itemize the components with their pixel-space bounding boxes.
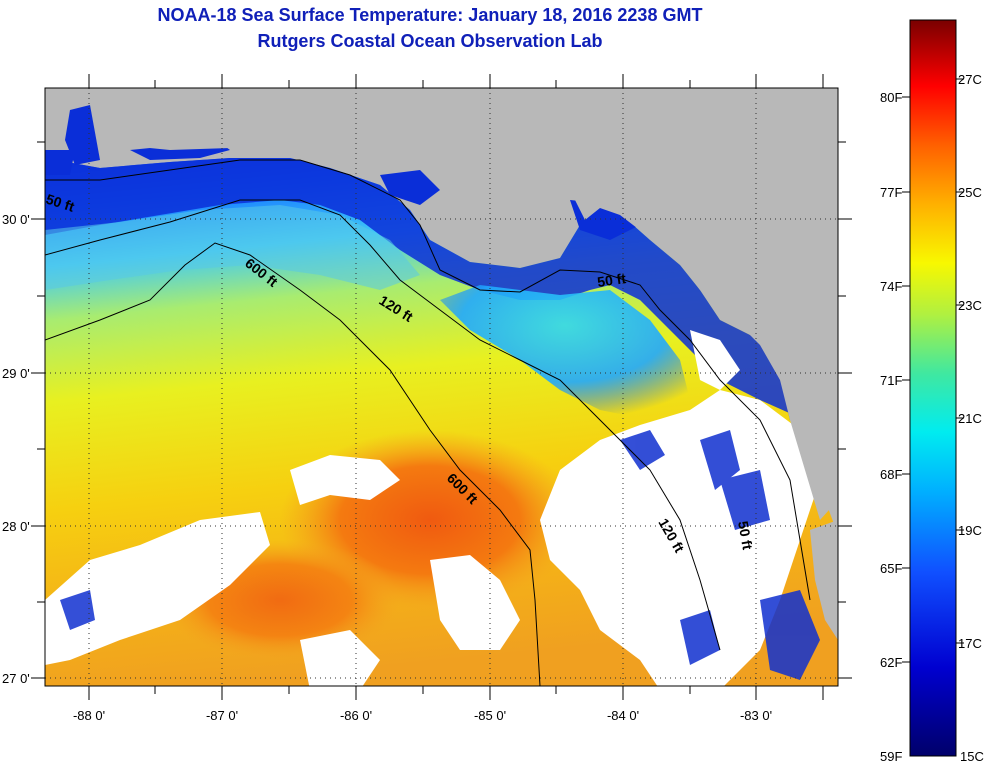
colorbar-f-label: 62F xyxy=(880,655,902,670)
lon-label: -84 0' xyxy=(607,708,639,723)
west-mid-band xyxy=(45,205,420,290)
colorbar-c-label: 25C xyxy=(958,185,982,200)
cloud-cover xyxy=(45,330,820,686)
colorbar-ticks xyxy=(902,78,964,663)
map-frame xyxy=(44,87,839,687)
lon-label: -85 0' xyxy=(474,708,506,723)
lat-label: 28 0' xyxy=(2,519,30,534)
contour-50ft xyxy=(45,159,811,601)
depth-contours xyxy=(45,159,811,686)
contour-600ft xyxy=(45,242,541,686)
map-title: NOAA-18 Sea Surface Temperature: January… xyxy=(157,5,703,25)
colorbar-f-label: 74F xyxy=(880,279,902,294)
contour-label-50ft-south: 50 ft xyxy=(735,520,756,551)
contour-label-50ft-east: 50 ft xyxy=(596,270,627,290)
south-cape xyxy=(810,520,838,640)
axis-ticks xyxy=(31,74,852,700)
lat-label: 30 0' xyxy=(2,212,30,227)
lon-label: -86 0' xyxy=(340,708,372,723)
colorbar-c-label: 19C xyxy=(958,523,982,538)
lon-label: -87 0' xyxy=(206,708,238,723)
sst-image xyxy=(45,88,838,686)
coastal-mid-band xyxy=(440,285,690,420)
colorbar-f-label: 59F xyxy=(880,749,902,764)
colorbar-f-label: 68F xyxy=(880,467,902,482)
colorbar-c-label: 15C xyxy=(960,749,984,764)
map-subtitle: Rutgers Coastal Ocean Observation Lab xyxy=(257,31,603,51)
graticule xyxy=(45,88,838,686)
colorbar-c-label: 27C xyxy=(958,72,982,87)
colorbar-f-label: 65F xyxy=(880,561,902,576)
north-land xyxy=(45,88,640,158)
colorbar-c-label: 23C xyxy=(958,298,982,313)
lat-label: 27 0' xyxy=(2,671,30,686)
lon-label: -83 0' xyxy=(740,708,772,723)
colorbar xyxy=(909,19,957,757)
lon-label: -88 0' xyxy=(73,708,105,723)
colorbar-f-label: 80F xyxy=(880,90,902,105)
colorbar-f-label: 77F xyxy=(880,185,902,200)
contour-120ft xyxy=(45,199,721,651)
lat-label: 29 0' xyxy=(2,366,30,381)
colorbar-c-label: 17C xyxy=(958,636,982,651)
colorbar-f-label: 71F xyxy=(880,373,902,388)
east-peninsula-land xyxy=(520,88,838,520)
colorbar-c-label: 21C xyxy=(958,411,982,426)
